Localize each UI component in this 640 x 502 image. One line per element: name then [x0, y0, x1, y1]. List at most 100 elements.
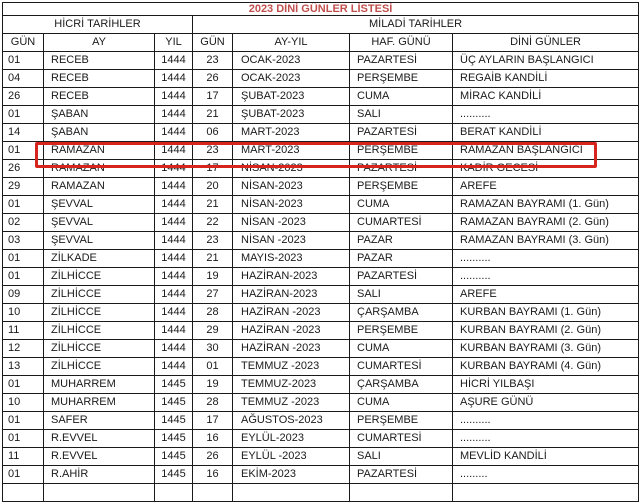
cell: 26 — [192, 447, 233, 466]
col-header-dini-gunler: DİNİ GÜNLER — [451, 33, 640, 52]
cell: 29 — [192, 321, 233, 340]
cell: HAZİRAN -2023 — [232, 321, 350, 340]
cell: MART-2023 — [232, 123, 350, 142]
cell: ŞEVVAL — [43, 231, 155, 250]
cell: ŞEVVAL — [43, 213, 155, 232]
cell: 12 — [2, 339, 44, 358]
col-header-haf-gunu: HAF. GÜNÜ — [349, 33, 453, 52]
cell: RAMAZAN BAŞLANGICI — [451, 141, 640, 160]
cell: CUMA — [349, 87, 453, 106]
table-row: 01 R.EVVEL 1445 16 EYLÜL-2023 CUMARTESİ......… — [2, 429, 640, 448]
table-row: 01 MUHARREM 1445 19 TEMMUZ-2023 ÇARŞAMBA HİCRİ… — [2, 375, 640, 394]
cell: 1444 — [154, 159, 193, 178]
cell: RECEB — [43, 69, 155, 88]
cell: 26 — [2, 87, 44, 106]
cell: 10 — [2, 393, 44, 412]
cell: SALI — [349, 105, 453, 124]
cell — [154, 483, 193, 502]
cell: ŞABAN — [43, 105, 155, 124]
table-row: 01 ŞEVVAL 1444 21 NİSAN-2023 CUMA RAMAZAN BAYR… — [2, 195, 640, 214]
cell: R.EVVEL — [43, 429, 155, 448]
cell: CUMA — [349, 195, 453, 214]
cell — [232, 483, 350, 502]
cell: PERŞEMBE — [349, 321, 453, 340]
table-row: 03 ŞEVVAL 1444 23 NİSAN -2023 PAZAR RAMAZAN BA… — [2, 231, 640, 250]
cell: SALI — [349, 285, 453, 304]
cell: EYLÜL -2023 — [232, 447, 350, 466]
cell — [451, 483, 640, 502]
column-header-row: GÜN AY YIL GÜN AY-YIL HAF. GÜNÜ DİNİ GÜN… — [2, 33, 640, 52]
cell: NİSAN -2023 — [232, 213, 350, 232]
cell: PAZARTESİ — [349, 159, 453, 178]
cell: 03 — [2, 231, 44, 250]
table-row: 01 SAFER 1445 17 AĞUSTOS-2023 PERŞEMBE.......… — [2, 411, 640, 430]
col-header-hicri-gun: GÜN — [2, 33, 44, 52]
cell: ZİLHİCCE — [43, 267, 155, 286]
cell: 1444 — [154, 87, 193, 106]
table-row: 01 ZİLKADE 1444 21 MAYIS-2023 PAZAR.......... — [2, 249, 640, 268]
cell: 1444 — [154, 69, 193, 88]
cell: ......... — [451, 465, 640, 484]
cell: ŞABAN — [43, 123, 155, 142]
table-row: 02 ŞEVVAL 1444 22 NİSAN -2023 CUMARTESİ RAMAZA… — [2, 213, 640, 232]
cell: 27 — [192, 285, 233, 304]
cell: ZİLHİCCE — [43, 285, 155, 304]
cell: ŞUBAT-2023 — [232, 105, 350, 124]
cell: 20 — [192, 177, 233, 196]
cell: RAMAZAN — [43, 159, 155, 178]
cell: 23 — [192, 141, 233, 160]
cell: 01 — [2, 465, 44, 484]
table-row: 01 R.AHİR 1445 16 EKİM-2023 PAZARTESİ........… — [2, 465, 640, 484]
cell: PERŞEMBE — [349, 177, 453, 196]
cell: 11 — [2, 447, 44, 466]
cell: KURBAN BAYRAMI (3. Gün) — [451, 339, 640, 358]
cell: 1445 — [154, 411, 193, 430]
cell: RAMAZAN — [43, 141, 155, 160]
cell: CUMA — [349, 393, 453, 412]
cell: NİSAN-2023 — [232, 195, 350, 214]
cell: BERAT KANDİLİ — [451, 123, 640, 142]
cell: CUMARTESİ — [349, 429, 453, 448]
cell: PERŞEMBE — [349, 69, 453, 88]
cell: KURBAN BAYRAMI (2. Gün) — [451, 321, 640, 340]
cell: 1444 — [154, 51, 193, 70]
cell: .......... — [451, 105, 640, 124]
cell: PAZAR — [349, 231, 453, 250]
cell: 01 — [2, 267, 44, 286]
cell: 1444 — [154, 195, 193, 214]
cell: ZİLKADE — [43, 249, 155, 268]
cell: CUMA — [349, 339, 453, 358]
cell: 23 — [192, 51, 233, 70]
cell: NİSAN-2023 — [232, 159, 350, 178]
cell: 1444 — [154, 357, 193, 376]
group-header-row: HİCRİ TARİHLER MİLADİ TARİHLER — [2, 15, 640, 34]
table-row: 26 RECEB 1444 17 ŞUBAT-2023 CUMA MİRAC KANDİLİ — [2, 87, 640, 106]
cell: RECEB — [43, 87, 155, 106]
table-row: 26 RAMAZAN 1444 17 NİSAN-2023 PAZARTESİ KADİR … — [2, 159, 640, 178]
cell: 11 — [2, 321, 44, 340]
table-row: 01 RECEB 1444 23 OCAK-2023 PAZARTESİ ÜÇ AYLARI… — [2, 51, 640, 70]
cell: ZİLHİCCE — [43, 321, 155, 340]
cell: REGAİB KANDİLİ — [451, 69, 640, 88]
cell: MEVLİD KANDİLİ — [451, 447, 640, 466]
cell: 17 — [192, 159, 233, 178]
cell: 1445 — [154, 447, 193, 466]
col-header-ay-yil: AY-YIL — [232, 33, 350, 52]
cell: TEMMUZ -2023 — [232, 393, 350, 412]
cell: PERŞEMBE — [349, 411, 453, 430]
cell: 01 — [2, 51, 44, 70]
table-row: 01 ZİLHİCCE 1444 19 HAZİRAN-2023 PAZARTESİ...… — [2, 267, 640, 286]
cell: 01 — [2, 141, 44, 160]
cell: 28 — [192, 393, 233, 412]
cell — [192, 483, 233, 502]
cell: RAMAZAN BAYRAMI (3. Gün) — [451, 231, 640, 250]
cell: AŞURE GÜNÜ — [451, 393, 640, 412]
cell: 14 — [2, 123, 44, 142]
cell: 04 — [2, 69, 44, 88]
cell: NİSAN-2023 — [232, 177, 350, 196]
cell: AREFE — [451, 285, 640, 304]
cell: AĞUSTOS-2023 — [232, 411, 350, 430]
cell: EKİM-2023 — [232, 465, 350, 484]
table-row: 10 MUHARREM 1445 28 TEMMUZ -2023 CUMA AŞURE GÜ… — [2, 393, 640, 412]
